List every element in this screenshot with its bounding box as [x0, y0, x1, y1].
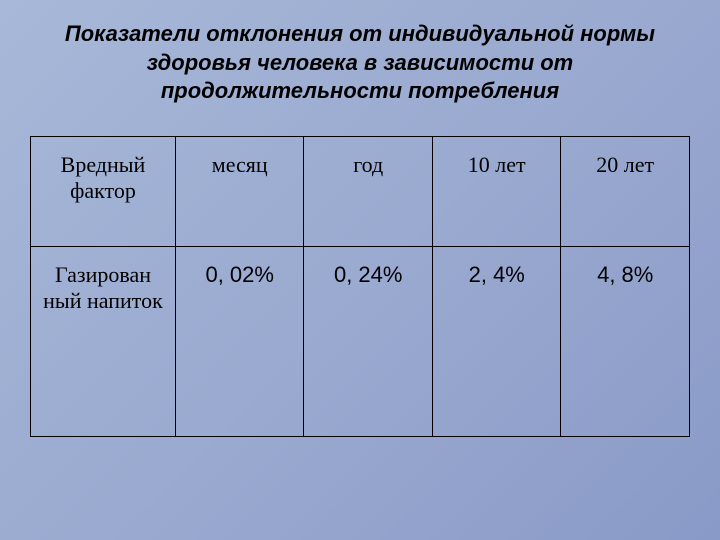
column-header: 20 лет: [561, 136, 690, 246]
data-table: Вредный фактор месяц год 10 лет 20 лет Г…: [30, 136, 690, 437]
data-cell: 0, 02%: [175, 246, 304, 436]
data-cell: 0, 24%: [304, 246, 433, 436]
slide-title: Показатели отклонения от индивидуальной …: [30, 20, 690, 106]
table-row: Газирован ный напиток 0, 02% 0, 24% 2, 4…: [31, 246, 690, 436]
column-header: год: [304, 136, 433, 246]
table-header-row: Вредный фактор месяц год 10 лет 20 лет: [31, 136, 690, 246]
column-header: 10 лет: [432, 136, 561, 246]
column-header: Вредный фактор: [31, 136, 176, 246]
data-cell: 4, 8%: [561, 246, 690, 436]
data-cell: 2, 4%: [432, 246, 561, 436]
column-header: месяц: [175, 136, 304, 246]
data-table-container: Вредный фактор месяц год 10 лет 20 лет Г…: [30, 136, 690, 437]
row-label-cell: Газирован ный напиток: [31, 246, 176, 436]
